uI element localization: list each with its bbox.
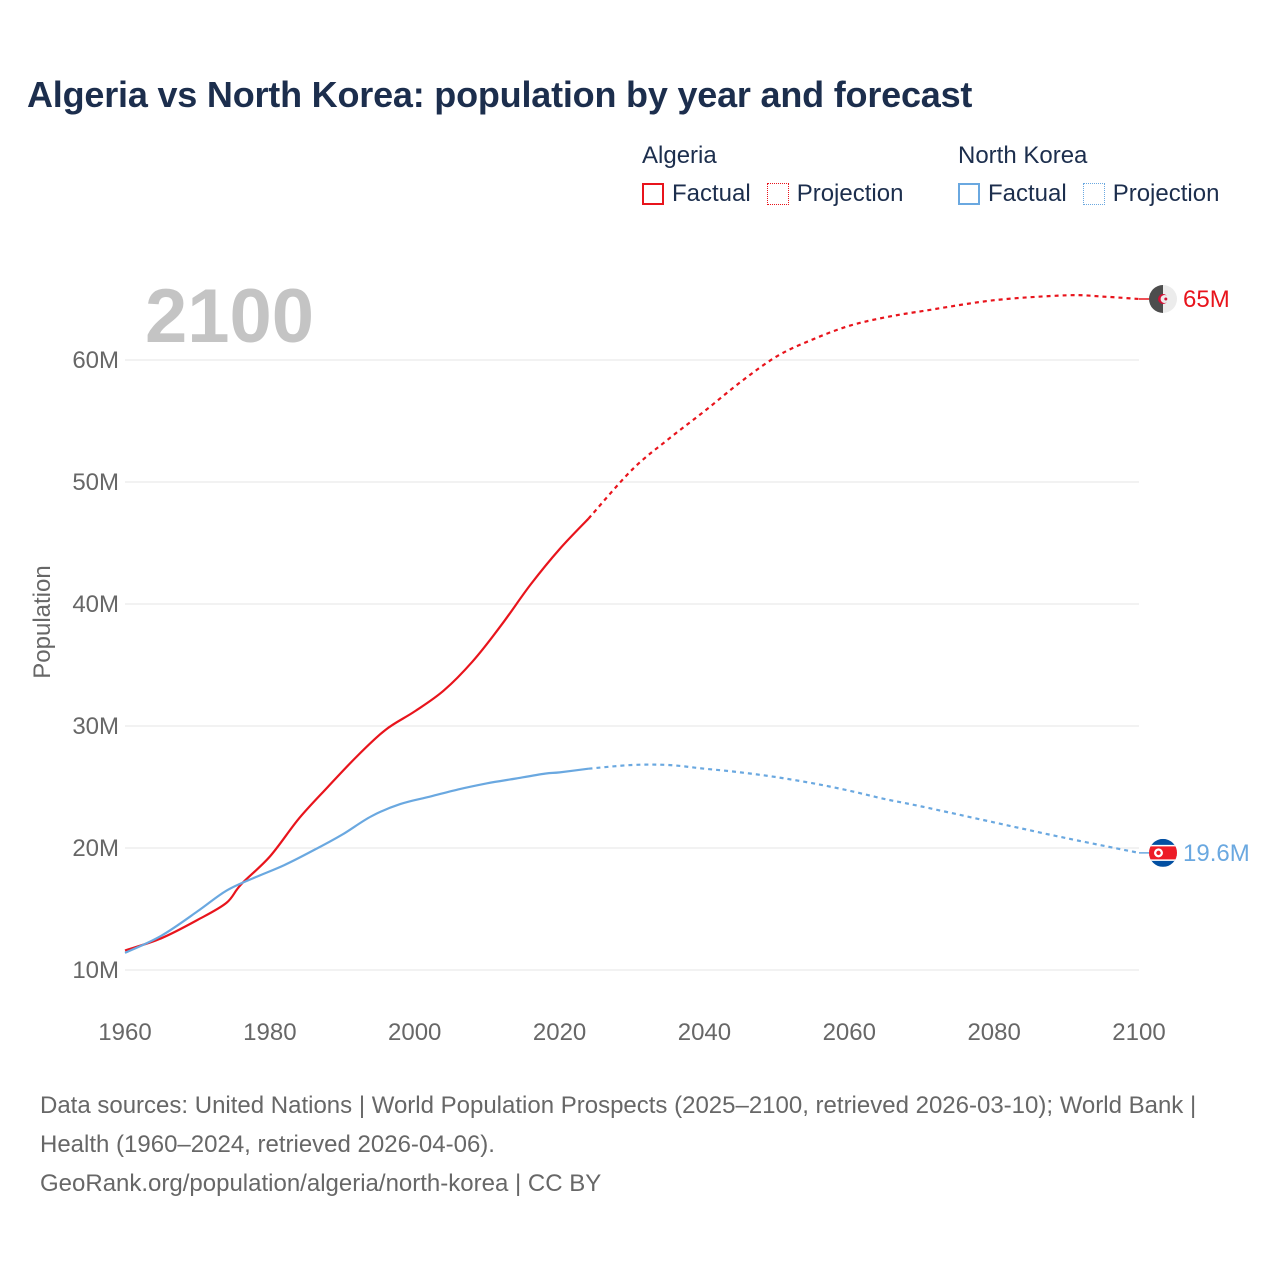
flag-star xyxy=(1164,297,1168,301)
flag-field xyxy=(1149,285,1163,313)
flag-star xyxy=(1156,850,1161,856)
series-endpoints: 65M 19.6M xyxy=(1139,285,1250,867)
legend-item-north-korea-projection[interactable]: Projection xyxy=(1082,180,1220,208)
algeria-projection-line xyxy=(587,294,1140,520)
north-korea-end-label: 19.6M xyxy=(1183,840,1250,867)
algeria-factual-line xyxy=(124,517,590,952)
north-korea-flag-icon xyxy=(1149,838,1177,867)
legend-group-north-korea: North Korea Factual Projection xyxy=(958,142,1235,208)
legend-label: Projection xyxy=(1112,180,1220,207)
x-tick-label: 2060 xyxy=(823,1019,876,1046)
flag-body xyxy=(1149,838,1177,867)
credit-link[interactable]: GeoRank.org/population/algeria/north-kor… xyxy=(40,1170,602,1197)
x-tick-label: 2000 xyxy=(388,1019,441,1046)
flag-body xyxy=(1149,285,1177,313)
x-tick-label: 2020 xyxy=(533,1019,586,1046)
legend-item-algeria-factual[interactable]: Factual xyxy=(642,180,751,208)
series-lines xyxy=(124,294,1140,954)
legend-group-title: Algeria xyxy=(642,142,717,169)
grid xyxy=(125,359,1139,971)
north-korea-projection-line xyxy=(588,763,1140,854)
data-sources: Data sources: United Nations | World Pop… xyxy=(40,1092,1197,1158)
year-watermark: 2100 xyxy=(145,274,314,359)
chart-title: Algeria vs North Korea: population by ye… xyxy=(27,74,973,115)
legend-swatch xyxy=(766,183,789,205)
y-tick-label: 20M xyxy=(72,835,119,862)
y-tick-label: 40M xyxy=(72,591,119,618)
legend-group-algeria: Algeria Factual Projection xyxy=(642,142,919,208)
legend-swatch xyxy=(642,183,664,205)
legend-label: Factual xyxy=(988,180,1067,207)
legend-swatch xyxy=(1082,183,1105,205)
x-tick-label: 1980 xyxy=(243,1019,296,1046)
algeria-end-label: 65M xyxy=(1183,286,1230,313)
x-tick-label: 2080 xyxy=(967,1019,1020,1046)
x-tick-label: 2040 xyxy=(678,1019,731,1046)
y-axis-label: Population xyxy=(29,565,56,678)
y-tick-label: 10M xyxy=(72,957,119,984)
legend-label: Projection xyxy=(796,180,904,207)
y-tick-label: 30M xyxy=(72,713,119,740)
legend-group-title: North Korea xyxy=(958,142,1088,169)
x-tick-label: 2100 xyxy=(1112,1019,1165,1046)
x-tick-label: 1960 xyxy=(98,1019,151,1046)
footer: Data sources: United Nations | World Pop… xyxy=(40,1086,1240,1203)
y-tick-label: 50M xyxy=(72,469,119,496)
flag-field xyxy=(1163,285,1177,313)
y-axis-ticks: 10M 20M 30M 40M 50M 60M xyxy=(72,347,119,984)
y-tick-label: 60M xyxy=(72,347,119,374)
legend-label: Factual xyxy=(672,180,751,207)
north-korea-factual-line xyxy=(124,767,589,954)
legend-item-algeria-projection[interactable]: Projection xyxy=(766,180,904,208)
legend-swatch xyxy=(958,183,980,205)
legend-item-north-korea-factual[interactable]: Factual xyxy=(958,180,1067,208)
x-axis-ticks: 1960 1980 2000 2020 2040 2060 2080 2100 xyxy=(98,1019,1165,1046)
algeria-flag-icon xyxy=(1149,285,1177,313)
